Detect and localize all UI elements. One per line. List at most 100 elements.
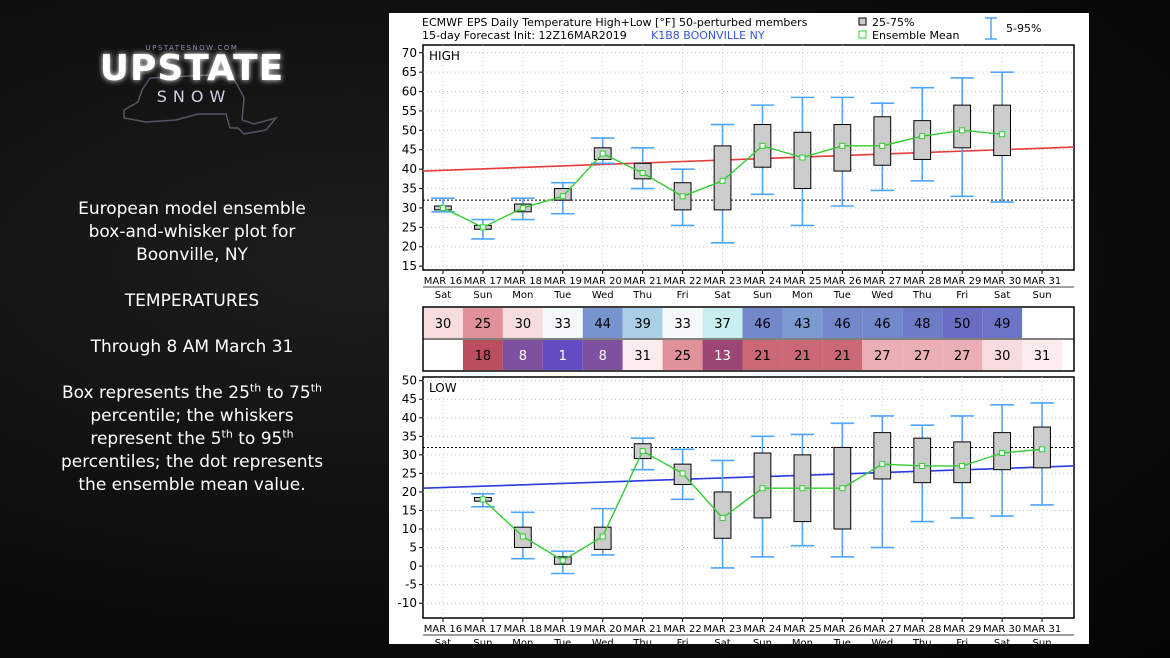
high-ytick-label: 30 [402,201,417,215]
low-mean-point [839,485,846,492]
high-xtick-date: MAR 16 [424,276,462,287]
description-line: TEMPERATURES [124,291,260,311]
low-xtick-date: MAR 26 [823,624,861,635]
low-xtick-day: Mon [512,638,533,644]
low-value-text: 8 [519,349,527,364]
high-box [953,104,972,149]
low-panel: -10 -5 0 5 10 15 20 25 30 35 40 45 50 LOW MAR 16 Sat MAR… [397,374,1075,644]
low-xtick-day: Sat [435,638,451,644]
low-value-text: 27 [874,349,891,364]
high-mean-point [639,170,646,177]
high-ytick-label: 35 [402,182,417,196]
high-value-text: 33 [674,317,691,332]
high-xtick-day: Sat [435,290,451,301]
high-ytick-label: 60 [402,85,417,99]
low-value-text: 25 [674,349,691,364]
low-ytick-label: 15 [402,503,417,517]
low-value-cell [1022,340,1063,370]
high-value-cell [902,308,943,338]
low-mean-point [879,461,886,468]
low-xtick-date: MAR 20 [584,624,622,635]
low-xtick-day: Sun [1033,638,1052,644]
high-xtick-date: MAR 20 [584,276,622,287]
low-mean-point [1039,446,1046,453]
legend-whisker-icon [985,17,997,40]
high-xtick-day: Tue [833,290,851,301]
low-value-text: 31 [634,349,651,364]
high-value-cell [542,308,583,338]
high-mean-point [999,131,1006,138]
high-xtick-date: MAR 19 [544,276,582,287]
low-xtick-date: MAR 21 [623,624,661,635]
high-value-cell [702,308,743,338]
description-paragraph-1: European model ensemble box-and-whisker p… [40,198,344,267]
high-xtick-date: MAR 22 [663,276,701,287]
low-mean-point [599,533,606,540]
low-value-text: 1 [559,349,567,364]
high-xtick-day: Tue [553,290,571,301]
logo-sub-text: SNOW [157,87,232,106]
high-mean-point [439,204,446,211]
high-value-cell [942,308,983,338]
low-value-cell [982,340,1023,370]
low-value-cell [902,340,943,370]
description-paragraph-4: Box represents the 25th to 75th percentil… [40,382,344,497]
high-value-text: 30 [515,317,532,332]
upstate-snow-logo: UPSTATESNOW.COM UPSTATE SNOW [100,44,283,135]
low-value-cell [622,340,663,370]
high-value-cell [782,308,823,338]
high-mean-point [919,133,926,140]
high-ytick-label: 25 [402,220,417,234]
low-value-text: 18 [475,349,492,364]
description-line: percentile; the whiskers [90,406,294,426]
high-ytick-label: 70 [402,46,417,60]
high-panel: 15 20 25 30 35 40 45 50 55 60 65 70 HIGH MAR 16 Sat MAR… [402,44,1075,301]
high-mean-point [839,142,846,149]
low-plot-frame [422,376,1075,619]
description-paragraph-3: Through 8 AM March 31 [40,336,344,359]
low-value-text: 21 [754,349,771,364]
low-value-cell [462,340,503,370]
high-ytick-label: 15 [402,259,417,273]
high-climatology-line [422,146,1075,172]
low-box [913,437,932,484]
description-line: the ensemble mean value. [78,475,306,495]
high-mean-point [959,127,966,134]
low-value-cell [542,340,583,370]
high-value-cell [982,308,1023,338]
low-xtick-day: Wed [592,638,614,644]
low-xtick-day: Thu [632,638,652,644]
low-xtick-date: MAR 30 [983,624,1021,635]
high-box [993,104,1011,157]
high-value-text: 30 [435,317,452,332]
high-value-text: 50 [954,317,971,332]
low-ytick-label: 25 [402,466,417,480]
high-xtick-day: Fri [956,290,968,301]
low-mean-point [679,470,686,477]
low-value-text: 30 [994,349,1011,364]
low-value-cell [942,340,983,370]
high-xtick-day: Mon [512,290,533,301]
low-value-cell [822,340,863,370]
high-xtick-date: MAR 23 [703,276,741,287]
low-mean-point [919,462,926,469]
low-ytick-label: 20 [402,485,417,499]
high-xtick-day: Mon [792,290,813,301]
low-panel-label: LOW [429,381,457,395]
high-xtick-day: Thu [912,290,932,301]
low-xtick-date: MAR 25 [783,624,821,635]
low-xtick-day: Sun [473,638,492,644]
low-mean-point [799,485,806,492]
high-value-text: 46 [874,317,891,332]
high-xtick-day: Sat [994,290,1010,301]
low-box [873,432,892,480]
low-xtick-date: MAR 31 [1023,624,1061,635]
low-xtick-day: Sun [753,638,772,644]
low-ytick-label: 45 [402,392,417,406]
high-ytick-label: 55 [402,104,417,118]
low-value-cell [502,340,543,370]
low-xtick-date: MAR 23 [703,624,741,635]
low-ytick-label: 30 [402,448,417,462]
high-value-text: 33 [555,317,572,332]
description-line: European model ensemble [78,199,306,219]
